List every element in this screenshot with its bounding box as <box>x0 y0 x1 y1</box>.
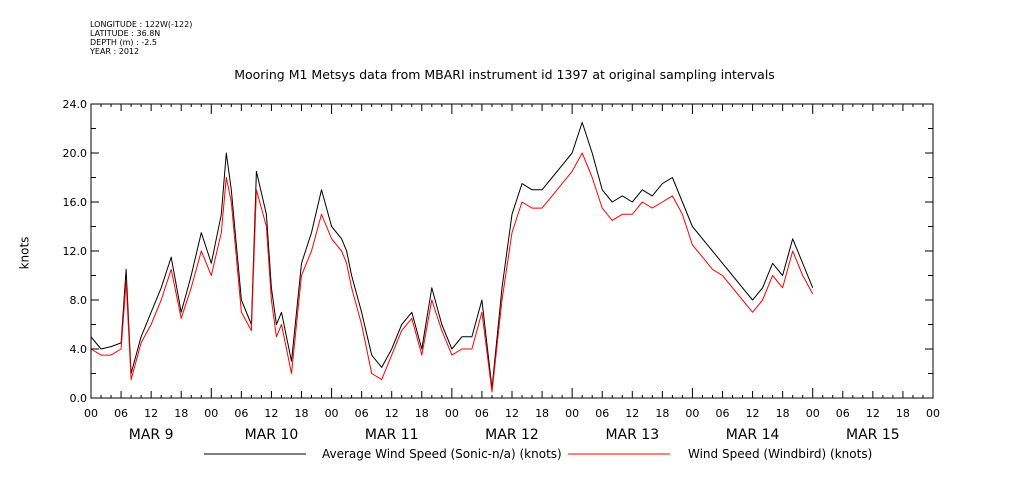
series-layer <box>90 121 814 393</box>
x-hour-label: 06 <box>836 407 850 420</box>
x-day-label: MAR 12 <box>485 427 539 443</box>
x-hour-label: 00 <box>204 407 218 420</box>
x-hour-label: 00 <box>685 407 699 420</box>
x-day-label: MAR 9 <box>129 427 174 443</box>
x-day-label: MAR 13 <box>605 427 659 443</box>
x-hour-label: 00 <box>806 407 820 420</box>
x-day-label: MAR 15 <box>846 427 900 443</box>
header-year: YEAR : 2012 <box>90 47 140 56</box>
header-latitude: LATITUDE : 36.8N <box>90 29 161 38</box>
legend-label-average-wind-speed: Average Wind Speed (Sonic-n/a) (knots) <box>322 447 562 461</box>
x-hour-label: 18 <box>295 407 309 420</box>
x-hour-label: 00 <box>565 407 579 420</box>
x-hour-label: 00 <box>325 407 339 420</box>
x-hour-label: 12 <box>385 407 399 420</box>
header-longitude: LONGITUDE : 122W(-122) <box>90 20 193 29</box>
x-hour-label: 00 <box>84 407 98 420</box>
x-hour-label: 12 <box>264 407 278 420</box>
y-tick-label: 12.0 <box>63 245 88 258</box>
y-tick-label: 16.0 <box>63 196 88 209</box>
y-tick-label: 20.0 <box>63 147 88 160</box>
x-hour-label: 18 <box>776 407 790 420</box>
x-day-label: MAR 14 <box>726 427 780 443</box>
x-hour-label: 00 <box>926 407 940 420</box>
axis-labels: 0.0 4.0 8.0 12.0 16.0 20.0 24.0 00 06 12 18 00 06 12 1… <box>63 98 941 443</box>
y-tick-label: 0.0 <box>70 392 88 405</box>
header-depth: DEPTH (m) : -2.5 <box>90 38 157 47</box>
x-hour-label: 18 <box>535 407 549 420</box>
x-day-label: MAR 10 <box>245 427 299 443</box>
x-hour-label: 18 <box>415 407 429 420</box>
x-hour-label: 18 <box>655 407 669 420</box>
x-hour-label: 06 <box>716 407 730 420</box>
y-axis-label: knots <box>17 236 32 270</box>
x-hour-label: 18 <box>174 407 188 420</box>
series-line-average-wind-speed <box>90 121 814 389</box>
axis-ticks <box>90 103 934 399</box>
x-hour-label: 00 <box>445 407 459 420</box>
y-tick-label: 8.0 <box>70 294 88 307</box>
x-hour-label: 12 <box>746 407 760 420</box>
x-hour-label: 18 <box>896 407 910 420</box>
x-hour-label: 06 <box>114 407 128 420</box>
x-hour-label: 06 <box>234 407 248 420</box>
series-line-windbird-wind-speed <box>90 152 814 393</box>
x-hour-label: 06 <box>355 407 369 420</box>
x-hour-label: 12 <box>866 407 880 420</box>
x-hour-label: 12 <box>505 407 519 420</box>
y-tick-label: 4.0 <box>70 343 88 356</box>
x-hour-label: 12 <box>625 407 639 420</box>
x-hour-label: 06 <box>595 407 609 420</box>
y-tick-label: 24.0 <box>63 98 88 111</box>
x-day-label: MAR 11 <box>365 427 419 443</box>
x-hour-label: 12 <box>144 407 158 420</box>
x-hour-label: 06 <box>475 407 489 420</box>
chart-title: Mooring M1 Metsys data from MBARI instru… <box>234 67 775 82</box>
legend-label-windbird-wind-speed: Wind Speed (Windbird) (knots) <box>688 447 873 461</box>
